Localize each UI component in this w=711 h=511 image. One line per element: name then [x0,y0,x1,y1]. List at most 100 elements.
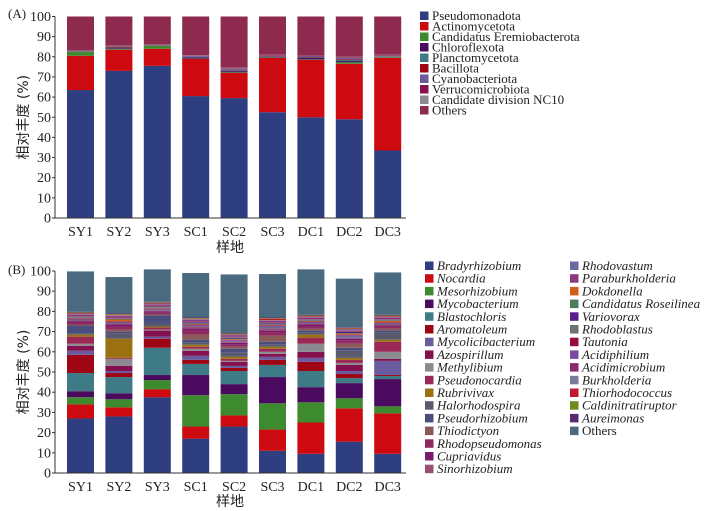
bar-segment-sc3-mesorhizobium [259,403,286,430]
bar-segment-sc2-actinomycetota [220,72,248,99]
x-tick-label: SC3 [260,480,284,495]
legend-item: Paraburkholderia [570,271,676,286]
bar-segment-dc3-halorhodospira [374,332,402,340]
legend-swatch [570,312,579,321]
bar-segment-sy1-pseudonocardia [67,336,94,344]
y-tick-label: 80 [37,50,51,65]
legend-swatch [570,337,579,347]
bar-segment-sc1-rhodovastum [182,325,210,327]
bar-segment-sy1-cupriavidus [67,321,94,323]
bar-segment-dc1-azospirillum [297,351,325,358]
bar-segment-sc3-acidiphilium [259,321,286,323]
bar-segment-sy2-candidatus-roseilinea [105,318,133,320]
bar-segment-sy2-rubrivivax [105,338,133,358]
legend-swatch [425,413,434,423]
legend-label: Others [582,423,617,438]
bar-segment-sy2-pseudorhizobium [105,331,133,334]
bar-segment-sy1-burkholderia [67,313,94,315]
bar-segment-sc2-pseudorhizobium [220,348,248,353]
bar-segment-sy1-aromatoleum [67,354,94,374]
bar-segment-dc3-mycobacterium [374,379,402,407]
y-tick-label: 90 [37,30,51,45]
bar-segment-sy2-azospirillum [105,365,133,371]
bar-segment-dc3-thiorhodococcus [374,316,402,317]
bar-segment-sy2-acidiphilium [105,316,133,318]
legend-item: Rhodoblastus [570,322,653,337]
legend-swatch [425,464,434,474]
x-tick-label: SC2 [222,480,246,495]
bar-segment-sy3-blastochloris [143,347,171,376]
legend-item: Candidatus Roseilinea [570,296,701,311]
legend-swatch [425,452,434,461]
y-tick-label: 70 [37,70,51,85]
legend-item: Burkholderia [570,372,652,387]
bar-segment-sc3-burkholderia [259,320,286,321]
legend-label: Azospirillum [436,347,503,362]
y-axis-title: 相对丰度 (%) [16,330,32,415]
bar-segment-sc2-nocardia [220,415,248,427]
bar-segment-sc3-others [259,16,286,55]
bar-segment-dc3-mycolicibacterium [374,360,402,376]
bar-segment-sc1-burkholderia [182,319,210,320]
panel-label: (A) [8,6,26,21]
bar-segment-sc2-pseudonocardia [220,358,248,361]
legend-swatch [420,11,429,20]
bar-segment-dc3-rhodopseudomonas [374,326,402,329]
legend-label: Methylibium [436,360,503,375]
bar-segment-sy3-burkholderia [143,303,171,305]
bar-segment-dc2-caldinitratiruptor [335,327,363,329]
bar-segment-sc3-sinorhizobium [259,328,286,331]
y-tick-label: 10 [37,446,51,461]
bar-segment-dc3-tautonia [374,318,402,320]
bar-segment-sy2-dokdonella [105,319,133,322]
legend-swatch [425,439,434,448]
bar-segment-sy3-rubrivivax [143,326,171,328]
bar-segment-sy3-acidimicrobium [143,304,171,305]
legend-item: Bacillota [420,61,479,76]
bar-segment-sc1-mycobacterium [182,375,210,396]
legend-item: Mycolicibacterium [425,334,535,349]
legend-swatch [570,286,579,296]
legend-label: Mycobacterium [436,296,519,311]
bar-segment-sy1-paraburkholderia [67,318,94,320]
bar-segment-sc1-others [182,273,210,318]
bar-segment-sc2-rhodopseudomonas [220,344,248,347]
panel-label: (B) [8,262,25,277]
bar-segment-dc1-rhodovastum [297,322,325,324]
bar-segment-dc1-tautonia [297,318,325,320]
bar-segment-dc1-burkholderia [297,316,325,318]
legend-label: Tautonia [582,334,628,349]
bar-segment-sc3-mycolicibacterium [259,356,286,360]
bar-segment-sc3-blastochloris [259,364,286,378]
bar-segment-sc2-candidatus-eremiobacterota [220,72,248,73]
bar-segment-sy2-mesorhizobium [105,399,133,408]
bar-segment-sy2-tautonia [105,317,133,318]
bar-segment-sy2-thiodictyon [105,329,133,332]
bar-segment-sc2-azospirillum [220,361,248,366]
bar-segment-sy3-azospirillum [143,330,171,337]
legend-swatch [570,261,579,270]
bar-segment-dc1-rhodopseudomonas [297,326,325,329]
bar-segment-sy1-blastochloris [67,373,94,392]
legend-label: Caldinitratiruptor [582,398,678,413]
bar-segment-sc3-thiodictyon [259,335,286,342]
bar-segment-dc2-tautonia [335,330,363,332]
bar-segment-sy2-cupriavidus [105,324,133,327]
bar-segment-sc1-pseudorhizobium [182,339,210,343]
bar-segment-sy2-candidatus-eremiobacterota [105,48,133,50]
bar-segment-sy3-pseudomonadota [143,65,171,219]
legend-swatch [420,74,429,83]
bar-segment-dc1-blastochloris [297,370,325,388]
bar-segment-sc2-sinorhizobium [220,341,248,343]
bar-segment-sy1-azospirillum [67,345,94,351]
legend-swatch [425,312,434,321]
bar-segment-dc2-actinomycetota [335,63,363,120]
bar-segment-dc3-variovorax [374,319,402,321]
bar-segment-sy1-dokdonella [67,317,94,319]
bar-segment-sc3-thiorhodococcus [259,318,286,321]
bar-segment-sy2-paraburkholderia [105,321,133,323]
bar-segment-dc1-pseudorhizobium [297,330,325,333]
bar-segment-dc1-mycolicibacterium [297,357,325,362]
y-tick-label: 30 [37,151,51,166]
bar-segment-sc1-actinomycetota [182,58,210,97]
